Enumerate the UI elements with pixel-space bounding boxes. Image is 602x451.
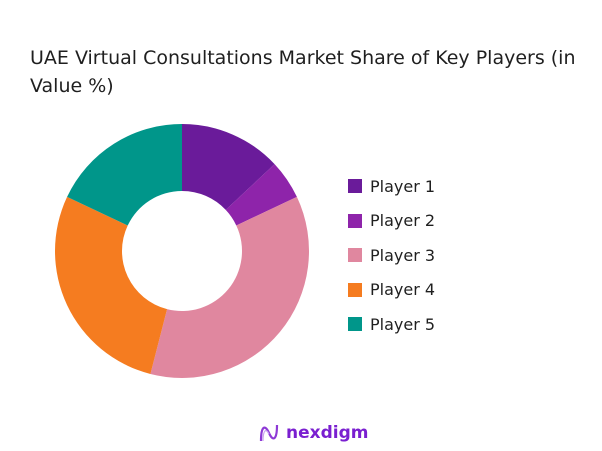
legend-swatch <box>348 317 362 331</box>
legend-swatch <box>348 179 362 193</box>
legend-swatch <box>348 282 362 297</box>
donut-slice-1 <box>182 124 275 210</box>
legend-item-2: Player 2 <box>348 211 435 231</box>
legend-item-4: Player 4 <box>348 280 435 300</box>
chart-title: UAE Virtual Consultations Market Share o… <box>30 47 576 97</box>
legend-item-3: Player 3 <box>348 245 435 265</box>
donut-slice-3 <box>150 196 309 378</box>
nexdigm-logo: nexdigm <box>258 422 368 444</box>
donut-slice-4 <box>54 196 168 375</box>
legend-swatch <box>348 248 362 262</box>
legend-label: Player 5 <box>370 314 436 334</box>
nexdigm-logo-icon <box>259 424 279 442</box>
legend-item-1: Player 1 <box>348 176 435 196</box>
legend-swatch <box>348 213 362 228</box>
legend-label: Player 3 <box>370 245 436 265</box>
legend-label: Player 1 <box>370 176 436 196</box>
legend-label: Player 2 <box>370 211 436 230</box>
donut-slice-2 <box>225 164 297 226</box>
donut-slice-5 <box>67 124 182 226</box>
legend-item-5: Player 5 <box>348 314 435 334</box>
legend-label: Player 4 <box>370 280 436 299</box>
logo-text: nexdigm <box>286 423 369 443</box>
